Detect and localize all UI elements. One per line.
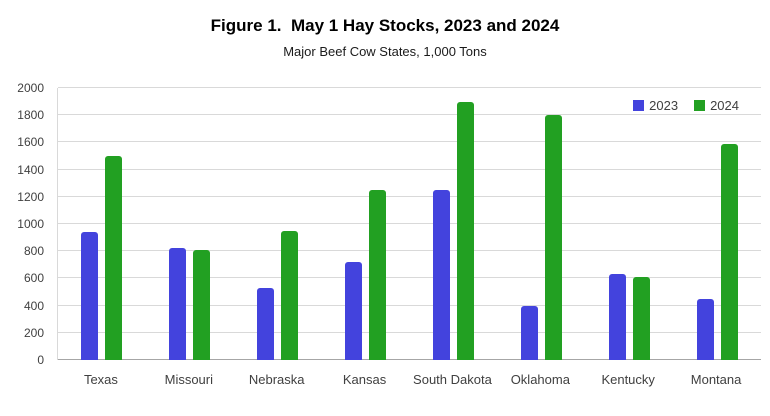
bar-group-texas <box>58 88 146 360</box>
bar-2023-missouri <box>169 248 187 360</box>
chart-title: Figure 1. May 1 Hay Stocks, 2023 and 202… <box>210 16 560 35</box>
y-tick-label-800: 800 <box>23 244 44 259</box>
gridline-1400 <box>58 168 761 170</box>
y-tick-label-2000: 2000 <box>17 81 44 95</box>
x-tick-label-south-dakota: South Dakota <box>413 372 492 387</box>
plot-area: 2023 2024 <box>57 87 761 360</box>
bar-group-missouri <box>146 88 234 360</box>
bar-2023-kentucky <box>608 274 626 360</box>
legend-item-2024: 2024 <box>694 98 739 113</box>
y-tick-label-1000: 1000 <box>17 217 44 231</box>
bar-group-kansas <box>322 88 410 360</box>
x-axis-labels: Texas Missouri Nebraska Kansas South Dakota O… <box>57 372 760 387</box>
bar-group-kentucky <box>585 88 673 360</box>
bar-2023-south-dakota <box>432 190 450 360</box>
legend: 2023 2024 <box>633 98 739 113</box>
x-tick-label-oklahoma: Oklahoma <box>510 372 570 387</box>
y-tick-label-600: 600 <box>23 271 44 286</box>
x-tick-label-missouri: Missouri <box>164 372 214 387</box>
bar-2024-missouri <box>193 249 211 360</box>
bar-2024-kansas <box>369 190 387 360</box>
bar-2023-texas <box>81 232 99 360</box>
bars-container <box>58 88 761 360</box>
gridline-1800 <box>58 114 761 116</box>
gridline-0 <box>58 359 761 360</box>
y-tick-label-400: 400 <box>23 298 44 313</box>
gridline-200 <box>58 331 761 333</box>
gridline-600 <box>58 277 761 279</box>
bar-2024-kentucky <box>632 277 650 360</box>
legend-item-2023: 2023 <box>633 98 678 113</box>
y-tick-label-1200: 1200 <box>17 189 44 204</box>
y-tick-label-0: 0 <box>37 353 44 367</box>
x-tick-label-kansas: Kansas <box>342 372 387 387</box>
gridline-2000 <box>58 87 761 88</box>
gridline-1000 <box>58 223 761 224</box>
gridline-1200 <box>58 195 761 197</box>
x-tick-label-montana: Montana <box>690 372 742 387</box>
bar-group-south-dakota <box>410 88 498 360</box>
bar-2024-nebraska <box>281 230 299 360</box>
bar-group-nebraska <box>234 88 322 360</box>
bar-2024-oklahoma <box>544 115 562 360</box>
bar-2023-oklahoma <box>520 305 538 360</box>
x-tick-label-kentucky: Kentucky <box>601 372 655 387</box>
bar-group-montana <box>673 88 761 360</box>
gridline-1600 <box>58 141 761 143</box>
gridline-400 <box>58 304 761 306</box>
x-tick-label-texas: Texas <box>83 372 118 387</box>
gridline-800 <box>58 250 761 252</box>
legend-swatch-2023 <box>633 100 645 111</box>
bar-2023-kansas <box>345 262 363 360</box>
bar-2024-texas <box>105 156 123 360</box>
y-tick-label-1800: 1800 <box>17 108 44 123</box>
legend-label-2023: 2023 <box>649 98 679 113</box>
legend-label-2024: 2024 <box>710 98 739 113</box>
x-tick-label-nebraska: Nebraska <box>248 372 305 387</box>
bar-2023-nebraska <box>257 287 275 360</box>
bar-2024-montana <box>720 143 738 360</box>
bar-2023-montana <box>696 298 714 360</box>
y-tick-label-1600: 1600 <box>17 135 44 150</box>
chart-subtitle: Major Beef Cow States, 1,000 Tons <box>283 44 487 59</box>
y-tick-label-200: 200 <box>23 325 44 340</box>
bar-group-oklahoma <box>497 88 585 360</box>
y-tick-label-1400: 1400 <box>17 162 44 177</box>
bar-2024-south-dakota <box>456 101 474 360</box>
y-axis: 0 200 400 600 800 1000 1200 1400 1600 1800 2000 <box>0 82 52 366</box>
legend-swatch-2024 <box>694 100 706 111</box>
